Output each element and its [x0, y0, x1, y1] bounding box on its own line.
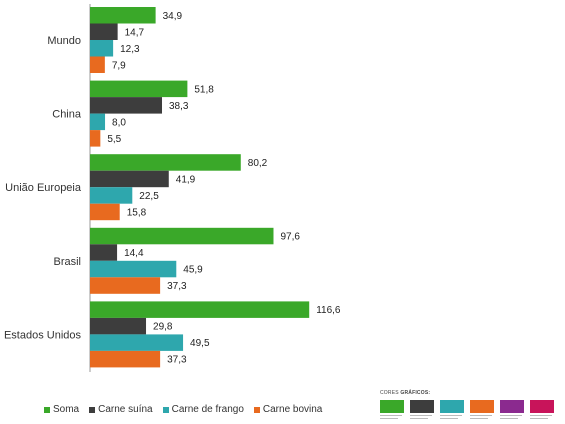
category-label: Brasil [53, 256, 81, 268]
data-label: 80,2 [248, 158, 268, 169]
data-label: 49,5 [190, 338, 210, 349]
data-label: 14,7 [125, 27, 145, 38]
palette-code-lines [410, 415, 438, 421]
data-label: 14,4 [124, 248, 144, 259]
data-label: 8,0 [112, 117, 126, 128]
palette-swatch [410, 400, 434, 419]
palette-code-lines [500, 415, 528, 421]
palette-code-lines [530, 415, 558, 421]
legend-item: Carne de frango [162, 404, 244, 415]
bar [90, 154, 241, 171]
legend-swatch [44, 406, 50, 413]
palette-code-lines [470, 415, 498, 421]
data-label: 116,6 [316, 305, 341, 316]
palette-swatches [380, 400, 554, 419]
data-label: 7,9 [112, 60, 126, 71]
bar [90, 80, 188, 98]
color-palette: CORES GRÁFICOS: [380, 390, 554, 419]
data-label: 97,6 [280, 232, 300, 243]
bar [90, 277, 161, 294]
legend-item: Carne bovina [253, 404, 323, 415]
bar [90, 40, 114, 57]
bar [90, 350, 161, 368]
palette-swatch [470, 400, 494, 419]
data-label: 51,8 [194, 84, 214, 95]
palette-code-lines [440, 415, 468, 421]
bar [90, 203, 120, 221]
bar [90, 244, 118, 261]
bar [90, 317, 147, 335]
bar [90, 113, 106, 131]
data-label: 5,5 [107, 134, 121, 145]
legend-swatch [253, 406, 260, 413]
data-label: 41,9 [176, 174, 196, 185]
legend-swatch [89, 406, 96, 413]
data-label: 37,3 [167, 281, 187, 292]
legend-label: Carne suína [98, 404, 153, 415]
legend-label: Carne de frango [171, 404, 244, 415]
bar [90, 334, 184, 351]
bar [90, 260, 177, 278]
category-label: Mundo [47, 35, 81, 47]
bar [90, 56, 105, 73]
legend-item: Soma [44, 404, 79, 415]
data-label: 45,9 [183, 265, 203, 276]
bar [90, 301, 310, 318]
bar [90, 170, 169, 188]
legend-label: Soma [53, 404, 80, 415]
data-label: 34,9 [163, 11, 183, 22]
bar [90, 7, 156, 24]
data-label: 37,3 [167, 355, 187, 366]
bar [90, 23, 118, 40]
bar [90, 97, 163, 114]
palette-swatch [440, 400, 464, 419]
legend-label: Carne bovina [262, 404, 323, 415]
bar [90, 130, 101, 147]
palette-swatch [500, 400, 524, 419]
category-label: Estados Unidos [4, 329, 82, 341]
bar [90, 227, 274, 245]
palette-swatch [530, 400, 554, 419]
chart-legend: Soma Carne suína Carne de frango Carne bovi… [44, 404, 322, 415]
legend-swatch [162, 406, 169, 413]
data-label: 29,8 [153, 322, 173, 333]
data-label: 22,5 [139, 191, 159, 202]
bar [90, 187, 133, 204]
category-label: China [52, 109, 82, 121]
legend-item: Carne suína [89, 404, 153, 415]
palette-swatch [380, 400, 404, 419]
bar-chart: Mundo 34,9 14,7 12,3 7,9 China 51,8 38,3 8,0 5,5 U… [4, 4, 341, 372]
palette-code-lines [380, 415, 408, 421]
category-label: União Europeia [5, 182, 82, 194]
data-label: 38,3 [169, 101, 189, 112]
data-label: 15,8 [127, 207, 147, 218]
data-label: 12,3 [120, 44, 140, 55]
palette-title: CORES GRÁFICOS: [380, 390, 431, 396]
